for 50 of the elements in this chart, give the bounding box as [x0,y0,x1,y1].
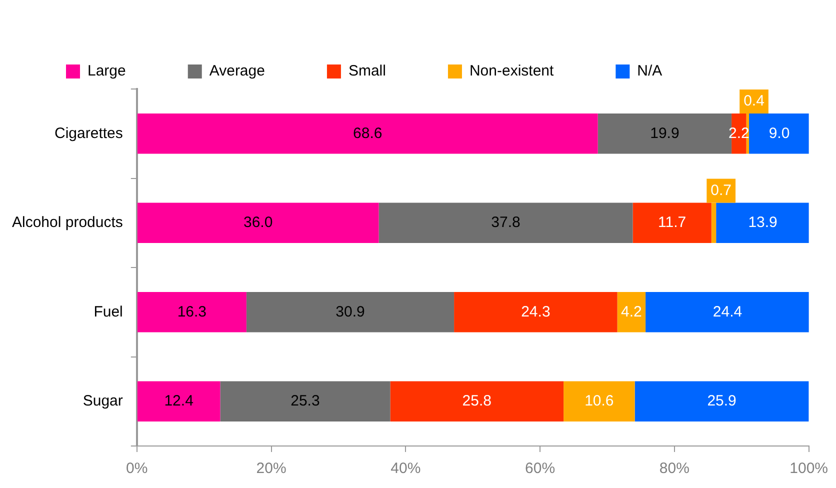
bar [646,292,809,332]
x-tick-label: 100% [790,460,828,478]
bar [220,381,390,422]
bar [246,292,454,332]
data-label: 68.6 [353,124,382,142]
data-label: 12.4 [164,392,194,410]
bar [137,202,379,243]
data-label: 25.3 [290,392,320,410]
data-label: 11.7 [658,214,686,232]
legend-label: Small [348,62,386,80]
bar [454,292,618,332]
y-tick-label: Fuel [94,303,123,320]
x-tick-label: 60% [525,460,556,478]
x-tick-label: 0% [126,460,148,478]
data-label: 0.4 [744,92,764,110]
legend-label: N/A [637,62,662,80]
data-label: 24.3 [521,303,550,320]
legend-label: Average [209,62,265,80]
bar [137,114,598,154]
data-label: 4.2 [621,303,642,320]
bar [632,202,712,243]
bar [378,202,633,243]
y-tick-label: Alcohol products [12,214,123,232]
x-tick-label: 80% [659,460,690,478]
data-label: 0.7 [710,182,732,199]
data-label: 13.9 [748,214,778,232]
bar [617,292,646,332]
bar [390,381,564,422]
data-label: 25.9 [707,392,736,410]
x-tick-label: 40% [390,460,421,478]
data-label: 24.4 [712,303,742,320]
data-label: 25.8 [462,392,492,410]
bar [749,114,809,154]
bar [137,381,220,422]
y-tick-label: Cigarettes [54,124,123,142]
data-label: 37.8 [491,214,520,232]
bar [564,381,635,422]
data-label: 30.9 [336,303,365,320]
bar [716,202,809,243]
data-label: 19.9 [650,124,680,142]
y-tick-label: Sugar [82,392,123,410]
legend-label: Large [88,62,126,80]
data-label: 16.3 [177,303,207,320]
bar [634,381,809,422]
legend-label: Non-existent [469,62,555,80]
x-tick-label: 20% [256,460,286,478]
data-label: 10.6 [584,392,614,410]
data-label: 9.0 [768,124,790,142]
data-label: 36.0 [243,214,273,232]
bar [137,292,246,332]
